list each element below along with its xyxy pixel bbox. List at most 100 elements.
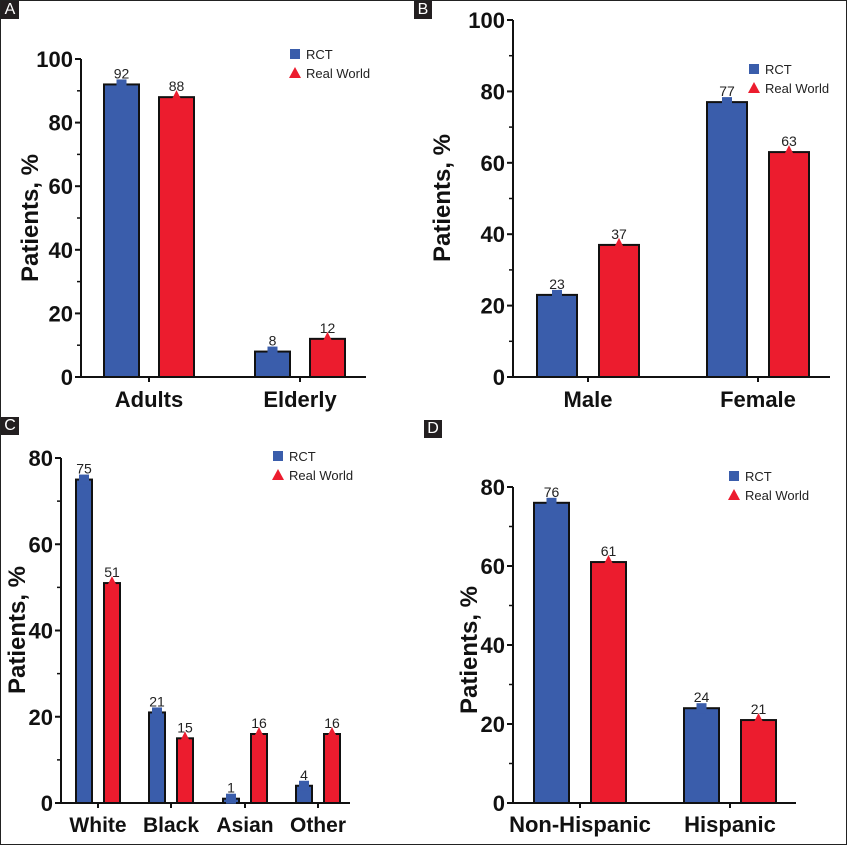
panel-c-marker-triangle [327, 727, 337, 737]
panel-d-y-axis-title: Patients, % [456, 586, 483, 714]
panel-d-x-tick-label: Hispanic [684, 812, 776, 837]
panel-c-bar-real-world [250, 733, 268, 804]
panel-label-c: C [1, 417, 19, 435]
panel-c-legend-real-world-icon [272, 469, 284, 480]
panel-d-marker-triangle [603, 555, 614, 566]
panel-b-legend-rct-label: RCT [765, 62, 792, 77]
panel-a-y-tick-label: 40 [49, 238, 73, 263]
panel-d-data-label: 76 [544, 484, 560, 500]
panel-d-legend-real-world-icon [728, 489, 740, 500]
panel-d-legend-rct-icon [729, 471, 739, 481]
panel-b-y-tick-label: 40 [481, 222, 505, 247]
panel-b-data-label: 63 [781, 133, 797, 149]
panel-c-x-tick-label: White [69, 814, 126, 837]
panel-b-marker-triangle [784, 145, 794, 156]
panel-a-x-tick-label: Adults [115, 387, 183, 412]
panel-a-bar-rct [103, 83, 140, 378]
panel-a-legend-real-world-label: Real World [306, 66, 370, 81]
panel-d-y-tick-label: 60 [481, 554, 505, 579]
panel-a-legend-rct-label: RCT [306, 47, 333, 62]
panel-c-legend-rct-label: RCT [289, 449, 316, 464]
panel-a-x-tick-label: Elderly [263, 387, 337, 412]
panel-a-y-tick-label: 0 [61, 365, 73, 390]
panel-d-bar-real-world [740, 719, 777, 804]
panel-a-marker-triangle [171, 90, 182, 101]
panel-c-y-tick-label: 40 [29, 619, 53, 644]
panel-c-marker-triangle [107, 576, 117, 587]
panel-b-y-tick-label: 80 [481, 79, 505, 104]
panel-c-y-tick-label: 80 [29, 446, 53, 471]
panel-c-x-tick-label: Other [290, 814, 346, 837]
panel-b-data-label: 23 [549, 276, 565, 292]
panel-c-bar-real-world [176, 737, 194, 804]
panel-c-bar-rct [75, 478, 93, 804]
panel-b-marker-square [552, 289, 562, 300]
panel-c-marker-triangle [254, 727, 264, 737]
panel-a-marker-square [267, 346, 278, 357]
panel-c-data-label: 15 [177, 719, 193, 735]
panel-b-bar-real-world [598, 243, 640, 378]
panel-c-legend-real-world-label: Real World [289, 468, 353, 483]
panel-a-data-label: 12 [320, 320, 336, 336]
panel-c-y-tick-label: 60 [29, 532, 53, 557]
panel-b-y-tick-label: 20 [481, 294, 505, 319]
panel-b-marker-square [722, 97, 732, 108]
panel-c-marker-square [299, 780, 309, 791]
panel-d-marker-triangle [753, 713, 764, 724]
panel-label-b: B [414, 1, 432, 19]
panel-a-y-tick-label: 100 [36, 47, 73, 72]
panel-d-bar-rct [533, 501, 570, 804]
panel-b-bar-real-world [768, 151, 810, 378]
panel-b-y-tick-label: 100 [468, 8, 505, 33]
panel-d-marker-square [696, 703, 707, 714]
panel-b-legend-rct-icon [749, 64, 759, 74]
panel-b-y-axis-title: Patients, % [429, 134, 456, 262]
panel-d-data-label: 24 [694, 689, 710, 705]
panel-label-d: D [424, 420, 442, 438]
panel-c-data-label: 75 [76, 461, 92, 477]
panel-b-legend-real-world-icon [748, 82, 760, 93]
panel-c-bar-rct [148, 711, 166, 804]
panel-d-legend-rct-label: RCT [745, 469, 772, 484]
panel-b-y-tick-label: 60 [481, 151, 505, 176]
panel-a-y-tick-label: 80 [49, 111, 73, 136]
panel-d-y-tick-label: 80 [481, 475, 505, 500]
panel-b-x-tick-label: Male [564, 387, 613, 412]
panel-d-bar-rct [683, 707, 720, 805]
panel-a-legend-rct-icon [290, 49, 300, 59]
panel-d-x-tick-label: Non-Hispanic [509, 812, 651, 837]
panel-a-data-label: 92 [114, 65, 130, 81]
panel-b-bar-rct [706, 101, 748, 379]
panel-a-bar-real-world [158, 96, 195, 378]
panel-d-y-tick-label: 20 [481, 712, 505, 737]
panel-b-data-label: 37 [611, 226, 627, 242]
panel-a-y-tick-label: 20 [49, 301, 73, 326]
panel-a-y-axis-title: Patients, % [17, 154, 44, 282]
panel-c-data-label: 4 [300, 767, 308, 783]
panel-d-y-tick-label: 0 [493, 791, 505, 816]
panel-c-marker-square [79, 474, 89, 485]
panel-c-bar-real-world [103, 582, 121, 804]
panel-c-data-label: 51 [104, 564, 120, 580]
panel-c-data-label: 1 [227, 780, 235, 796]
panel-a-data-label: 88 [169, 78, 185, 94]
panel-c-x-tick-label: Black [143, 814, 199, 837]
panel-b-data-label: 77 [719, 83, 735, 99]
panel-b-marker-triangle [614, 237, 624, 248]
panel-c-data-label: 16 [324, 715, 340, 731]
panel-d-legend-real-world-label: Real World [745, 488, 809, 503]
panel-a-y-tick-label: 60 [49, 174, 73, 199]
panel-a-marker-triangle [322, 331, 333, 342]
panel-c-marker-triangle [180, 731, 190, 742]
panel-a-legend-real-world-icon [289, 67, 301, 78]
panel-c-data-label: 16 [251, 715, 267, 731]
panel-c-y-tick-label: 20 [29, 705, 53, 730]
panel-c-y-tick-label: 0 [41, 791, 53, 816]
panel-b-bar-rct [536, 293, 578, 379]
panel-d-y-tick-label: 40 [481, 633, 505, 658]
panel-c-y-axis-title: Patients, % [4, 566, 31, 694]
panel-c-legend-rct-icon [273, 451, 283, 461]
panel-c-bar-real-world [323, 733, 341, 804]
panel-d-marker-square [546, 497, 557, 508]
